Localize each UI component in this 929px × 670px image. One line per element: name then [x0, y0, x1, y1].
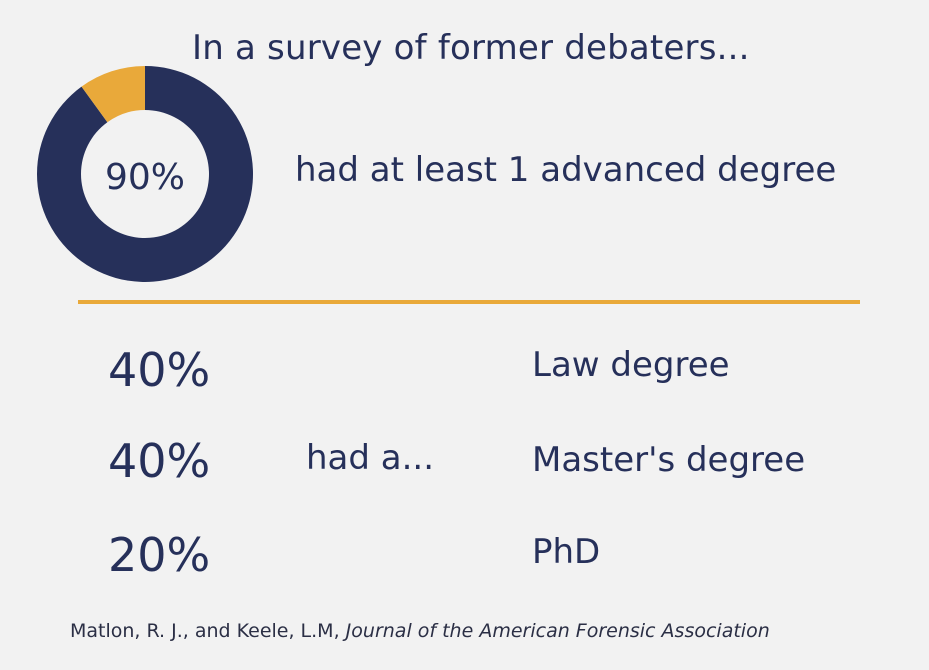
donut-chart: 90% — [36, 66, 253, 282]
source-authors: Matlon, R. J., and Keele, L.M, — [70, 620, 346, 642]
stat-value-law: 40% — [108, 343, 211, 397]
slide-title: In a survey of former debaters... — [192, 28, 750, 68]
source-journal: Journal of the American Forensic Associa… — [345, 620, 770, 642]
stat-label-masters: Master's degree — [532, 440, 806, 480]
stat-value-masters: 40% — [108, 434, 211, 488]
source-citation: Matlon, R. J., and Keele, L.M, Journal o… — [70, 620, 770, 642]
donut-slice-1 — [81, 66, 145, 123]
stat-label-phd: PhD — [532, 532, 601, 572]
donut-center-label: 90% — [105, 157, 185, 198]
donut-slice-0 — [36, 66, 253, 282]
divider-line — [78, 300, 860, 304]
donut-slices — [36, 66, 253, 282]
connector-text: had a... — [306, 438, 435, 478]
stat-value-phd: 20% — [108, 528, 211, 582]
stat-label-law: Law degree — [532, 345, 730, 385]
headline-text: had at least 1 advanced degree — [295, 150, 837, 190]
